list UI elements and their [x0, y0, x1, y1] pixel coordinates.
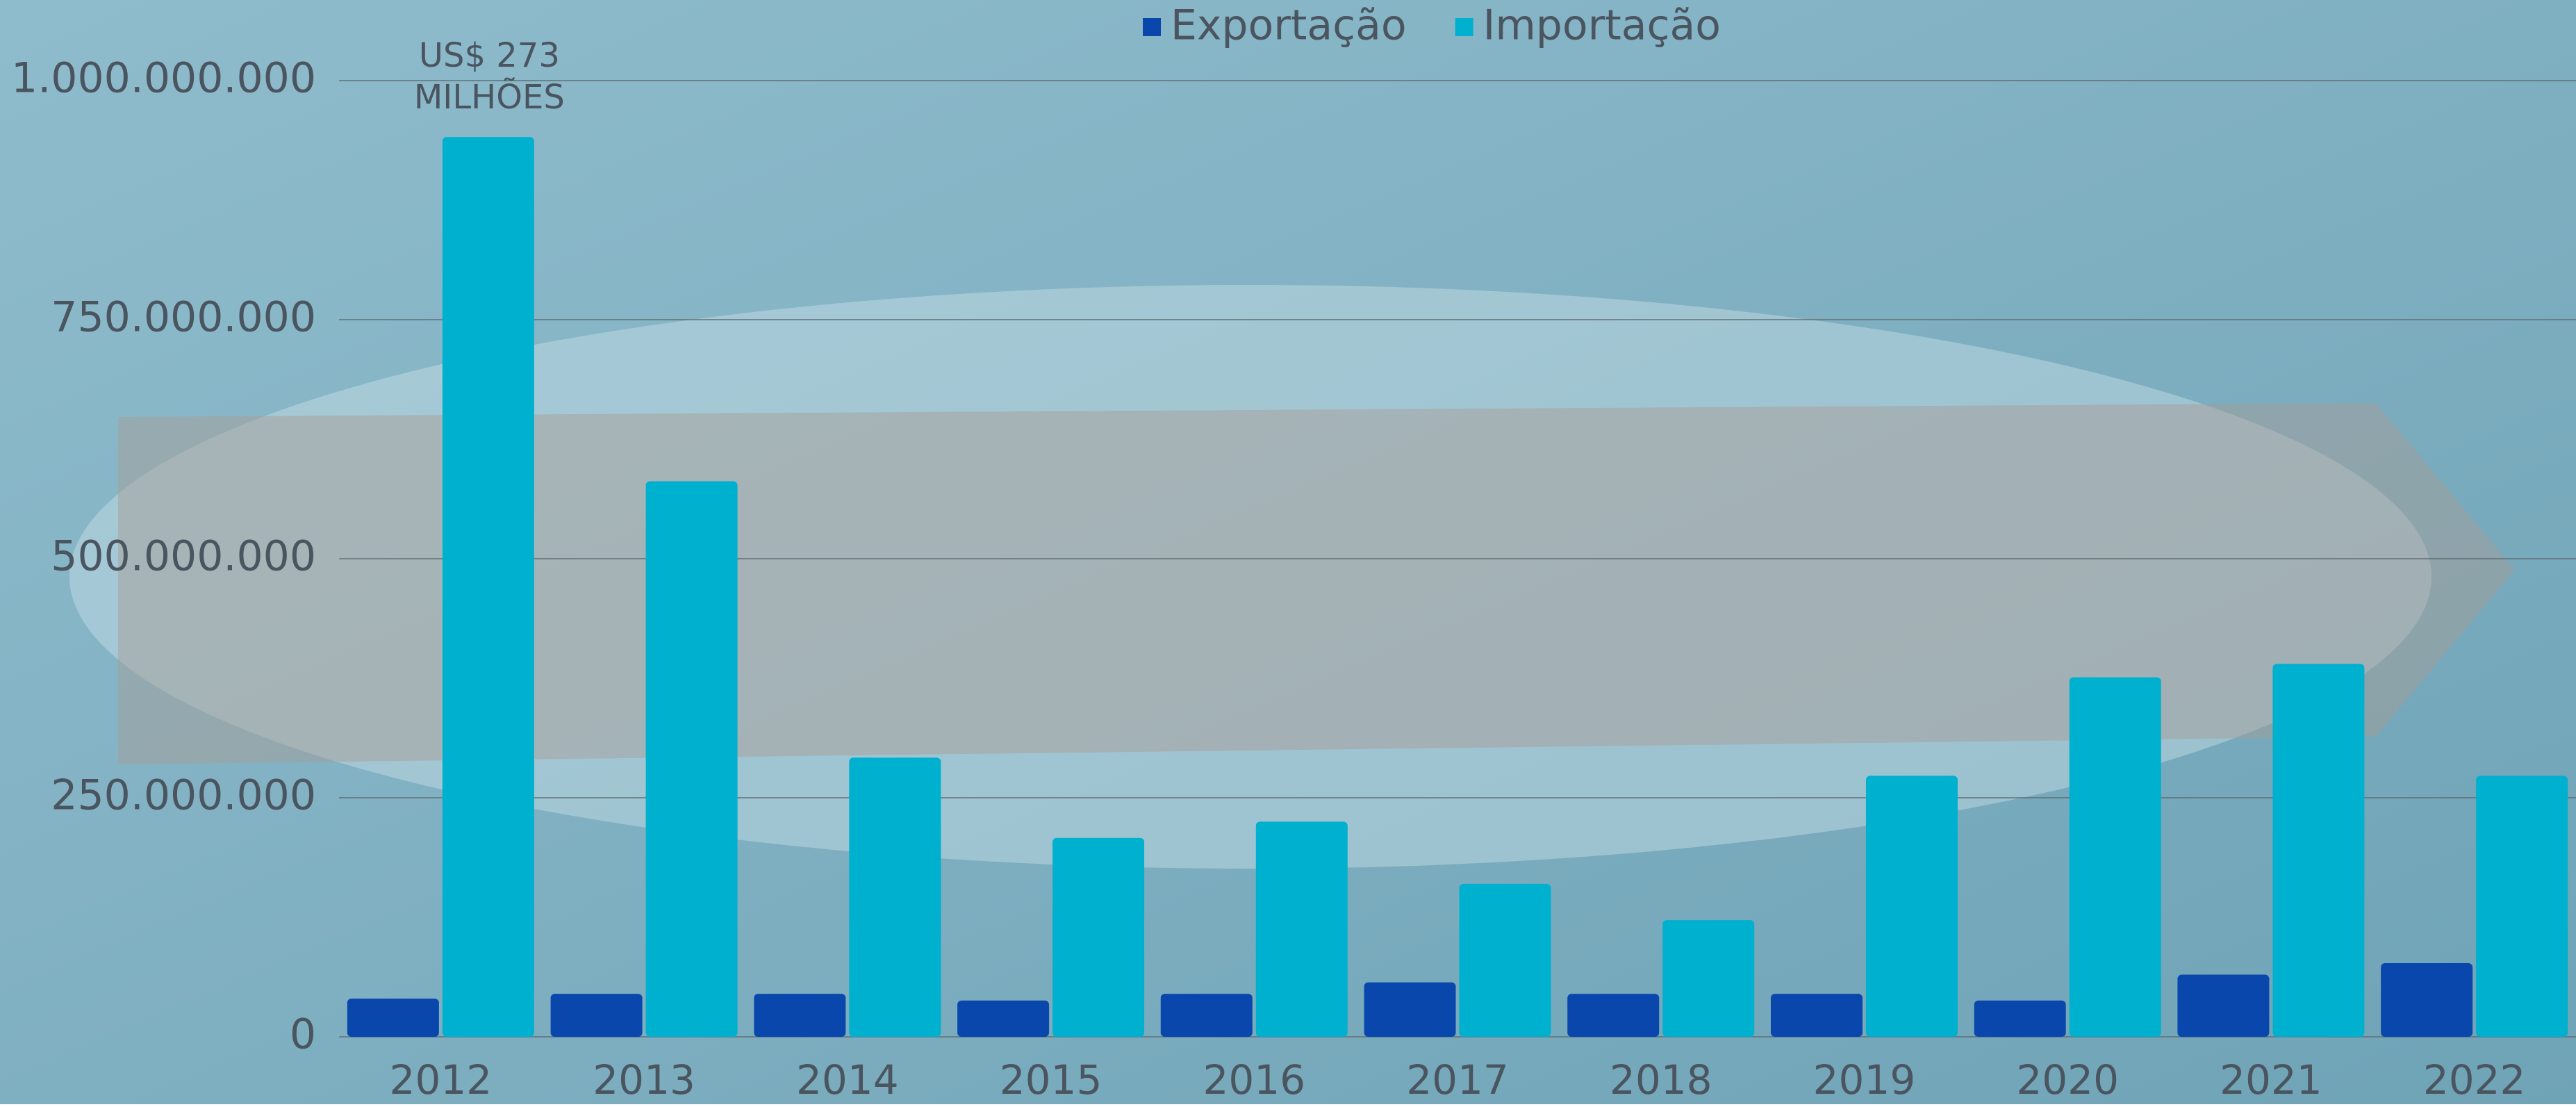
bar — [1460, 884, 1551, 1037]
bar — [646, 482, 738, 1037]
x-tick-label: 2017 — [1406, 1056, 1509, 1104]
bar — [1256, 821, 1348, 1037]
x-tick-label: 2012 — [390, 1056, 493, 1104]
bar — [754, 994, 845, 1037]
bar — [1662, 920, 1754, 1037]
legend-swatch — [1143, 18, 1161, 36]
legend-swatch — [1455, 18, 1473, 36]
x-tick-label: 2021 — [2220, 1056, 2322, 1104]
y-tick-label: 750.000.000 — [51, 293, 316, 342]
bar — [1567, 994, 1659, 1037]
annotation: US$ 273 — [419, 36, 560, 75]
x-tick-label: 2018 — [1610, 1056, 1712, 1104]
x-tick-label: 2014 — [796, 1056, 899, 1104]
bar — [2070, 678, 2161, 1037]
x-tick-label: 2013 — [593, 1056, 695, 1104]
bar — [551, 994, 643, 1037]
chart: 0 250.000.000 500.000.000 750.000.000 1.000.… — [0, 0, 2576, 1104]
bar — [1052, 838, 1144, 1037]
legend-label: Exportação — [1171, 1, 1407, 50]
y-tick-label: 1.000.000.000 — [11, 54, 316, 103]
bar — [2177, 975, 2269, 1037]
annotation: MILHÕES — [414, 77, 565, 117]
x-tick-label: 2022 — [2423, 1056, 2526, 1104]
bar — [347, 999, 439, 1037]
x-tick-label: 2015 — [1000, 1056, 1103, 1104]
bar — [1866, 776, 1958, 1037]
bar — [443, 137, 534, 1037]
x-tick-label: 2020 — [2016, 1056, 2119, 1104]
y-tick-label: 500.000.000 — [51, 532, 316, 581]
bar — [1161, 994, 1253, 1037]
bar — [2272, 664, 2364, 1037]
bar — [1364, 983, 1456, 1037]
y-tick-label: 0 — [290, 1010, 316, 1059]
y-tick-label: 250.000.000 — [51, 771, 316, 820]
bar — [2381, 963, 2472, 1037]
bar — [2476, 776, 2568, 1037]
bar — [849, 757, 941, 1037]
x-tick-label: 2019 — [1813, 1056, 1916, 1104]
bar — [1974, 1001, 2066, 1037]
x-tick-label: 2016 — [1203, 1056, 1305, 1104]
bar — [957, 1001, 1049, 1037]
legend-label: Importação — [1483, 1, 1721, 50]
bar — [1771, 994, 1863, 1037]
